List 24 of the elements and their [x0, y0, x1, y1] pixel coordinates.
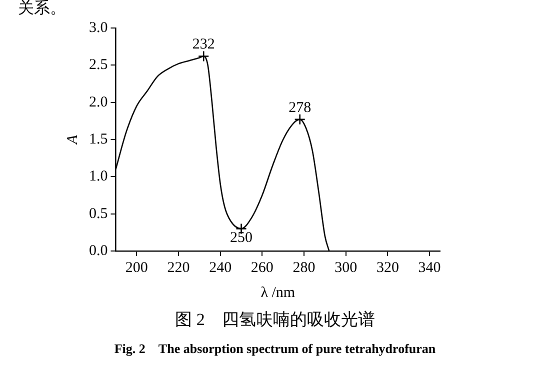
- y-tick-label: 0.0: [89, 242, 108, 259]
- y-tick-label: 2.5: [89, 57, 108, 74]
- text: Fig. 2 The absorption spectrum of pure tetrahydrofuran: [113, 340, 437, 358]
- annotation: 232: [192, 36, 215, 53]
- x-tick-label: 240: [209, 260, 232, 276]
- x-tick-label: 200: [125, 260, 148, 276]
- y-tick-label: 1.0: [89, 168, 108, 185]
- annotation: 278: [288, 100, 312, 116]
- x-tick-label: 260: [250, 260, 274, 276]
- text: 图 2 四氢呋喃的吸收光谱: [174, 309, 376, 331]
- y-tick-label: 1.5: [89, 131, 108, 148]
- x-tick-label: 300: [334, 260, 358, 276]
- x-axis-title: λ /nm: [260, 284, 296, 301]
- x-tick-label: 320: [376, 260, 399, 276]
- point: [294, 114, 306, 126]
- x-tick-label: 280: [292, 260, 316, 276]
- y-tick-label: 0.5: [89, 206, 108, 222]
- x-tick-label: 340: [418, 260, 441, 276]
- annotation: 250: [230, 230, 253, 246]
- x-tick-label: 220: [167, 260, 190, 276]
- y-tick-label: 2.0: [89, 94, 108, 110]
- y-axis-title: A: [64, 134, 81, 146]
- y-tick-label: 3.0: [89, 20, 108, 36]
- point: [198, 50, 210, 62]
